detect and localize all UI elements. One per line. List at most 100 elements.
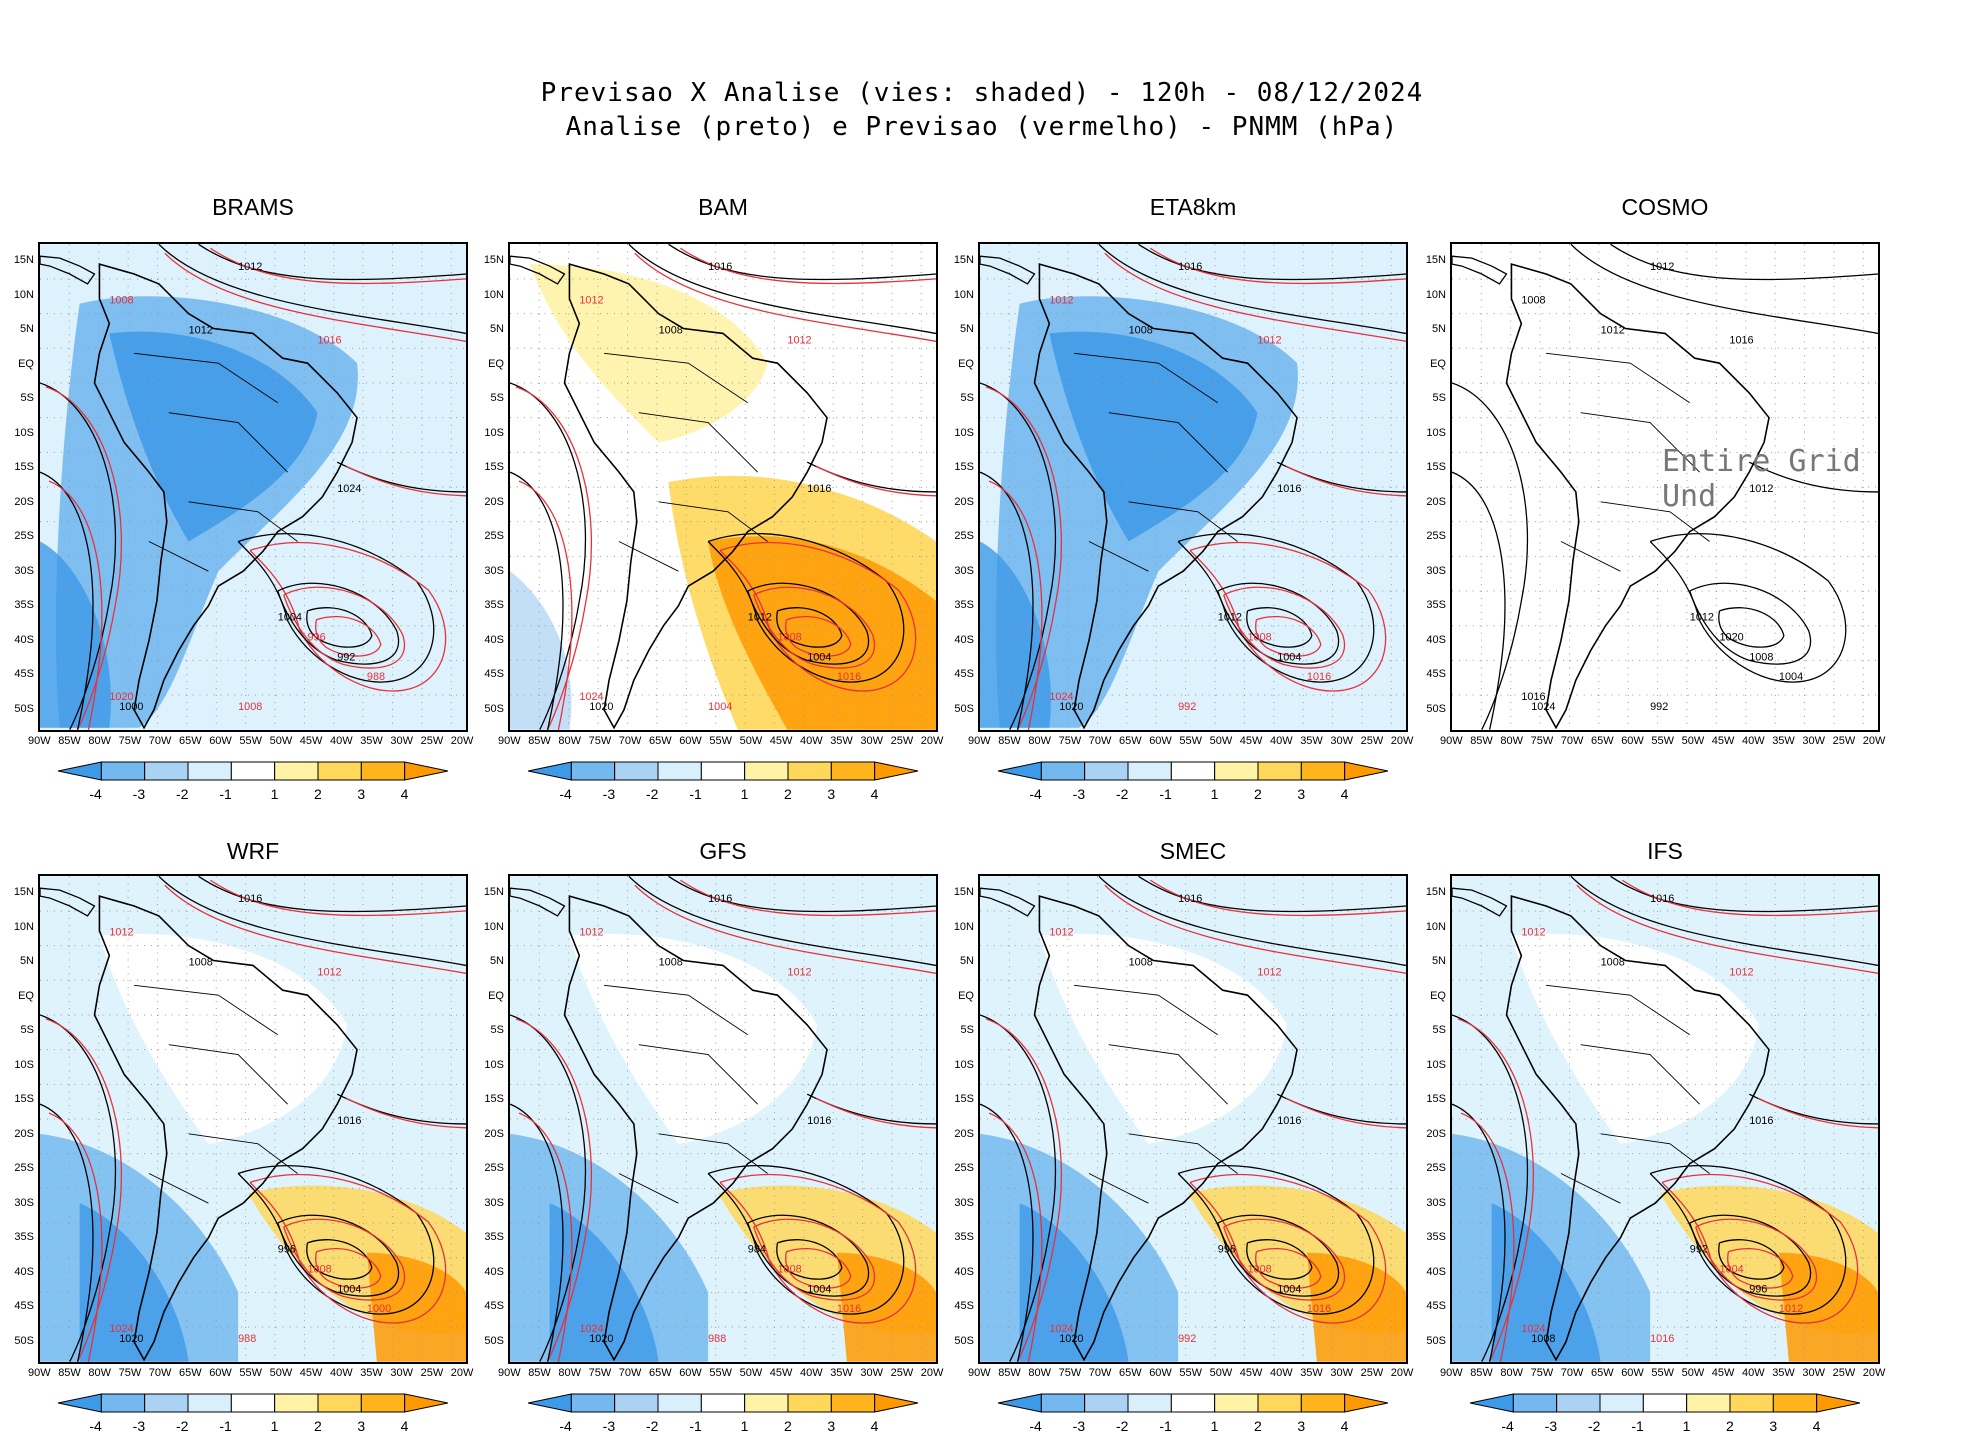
isobar-label: 1016 xyxy=(837,671,861,683)
country-border xyxy=(1108,1044,1228,1105)
country-border xyxy=(148,541,209,572)
map-panel-bam: 1016 1012 1008 1012 1016 1024 1020 1008 1004 1016… xyxy=(508,242,938,732)
latitude-label: 45S xyxy=(484,668,504,680)
longitude-label: 60W xyxy=(1621,735,1644,747)
longitude-label: 35W xyxy=(1300,735,1323,747)
longitude-label: 70W xyxy=(148,735,172,747)
bias-shading-area xyxy=(1511,933,1760,1144)
forecast-isobar xyxy=(515,1018,592,1362)
colorbar-tick-label: -2 xyxy=(1588,1418,1601,1434)
colorbar-tick-label: -2 xyxy=(1116,1418,1129,1434)
central-america-coastline xyxy=(40,255,96,285)
latitude-label: 10S xyxy=(14,426,34,439)
analysis-isobar xyxy=(40,471,94,730)
country-border xyxy=(638,412,758,473)
colorbar-tick-label: -4 xyxy=(89,1418,102,1434)
longitude-label: 70W xyxy=(1560,1367,1584,1379)
isobar-label: 1016 xyxy=(1178,893,1202,905)
isobar-label: 1008 xyxy=(307,1264,331,1276)
longitude-label: 60W xyxy=(1149,735,1172,747)
colorbar-tick-label: -1 xyxy=(689,1418,702,1434)
latitude-label: 35S xyxy=(954,599,974,611)
country-border xyxy=(1600,501,1710,542)
map-panel-wrf: 1016 1012 1008 1012 1016 1024 1020 1008 1004 1000… xyxy=(38,874,468,1364)
latitude-label: EQ xyxy=(18,357,34,370)
latitude-label: 15N xyxy=(13,886,34,898)
country-border xyxy=(168,1044,288,1105)
forecast-isobar xyxy=(634,252,936,342)
latitude-label: 10N xyxy=(13,920,34,933)
colorbar-tick-label: 2 xyxy=(314,1418,322,1434)
latitude-label: 40S xyxy=(1426,633,1446,646)
latitude-label: 10S xyxy=(1426,426,1446,439)
longitude-label: 50W xyxy=(1681,1367,1705,1379)
colorbar-tick-label: 1 xyxy=(1682,1418,1691,1434)
longitude-label: 35W xyxy=(1772,735,1795,747)
colorbar-tick-label: -4 xyxy=(559,1418,572,1434)
isobar-label: 1020 xyxy=(1059,701,1083,713)
forecast-isobar xyxy=(1695,1218,1817,1301)
latitude-label: 25S xyxy=(1426,1162,1446,1174)
forecast-isobar xyxy=(785,1247,852,1289)
panel-title-ifs: IFS xyxy=(1647,838,1683,864)
isobar-label: 1008 xyxy=(1247,632,1271,644)
forecast-isobar xyxy=(988,480,1043,730)
latitude-label: 45S xyxy=(954,1300,974,1312)
longitude-label: 20W xyxy=(1862,1367,1886,1379)
analysis-isobar xyxy=(158,876,466,967)
country-border xyxy=(188,1133,298,1174)
bias-shading-area xyxy=(980,541,1051,728)
latitude-label: 50S xyxy=(954,702,974,715)
latitude-label: 45S xyxy=(1426,668,1446,680)
central-america-coastline xyxy=(980,887,1036,917)
analysis-isobar xyxy=(1246,1239,1313,1280)
forecast-isobar xyxy=(1189,541,1387,692)
colorbar-tick-label: 3 xyxy=(357,786,366,802)
country-border xyxy=(1074,984,1219,1036)
colorbar-swatch xyxy=(787,1393,832,1413)
country-border xyxy=(604,984,749,1036)
longitude-label: 45W xyxy=(1711,735,1735,747)
colorbar-swatch xyxy=(1300,1393,1346,1413)
analysis-isobar xyxy=(628,244,936,335)
analysis-isobar xyxy=(1246,607,1313,648)
longitude-label: 90W xyxy=(28,735,51,747)
latitude-label: EQ xyxy=(958,989,974,1002)
longitude-label: 70W xyxy=(1088,1367,1112,1379)
latitude-label: 15S xyxy=(484,1093,504,1105)
isobar-label: 1008 xyxy=(238,701,262,713)
central-america-coastline xyxy=(1452,887,1508,917)
isobar-label: 1016 xyxy=(1277,1115,1301,1127)
panel-title-smec: SMEC xyxy=(1159,838,1227,864)
latitude-label: 15S xyxy=(954,1093,974,1105)
isobar-label: 1012 xyxy=(109,927,133,939)
colorbar-swatch xyxy=(614,761,659,781)
colorbar-swatch xyxy=(1344,1393,1389,1413)
latitude-label: 40S xyxy=(14,1265,34,1278)
isobar-label: 1012 xyxy=(787,334,811,346)
colorbar-swatch xyxy=(1816,1393,1861,1413)
isobar-label: 1000 xyxy=(367,1303,391,1315)
longitude-label: 80W xyxy=(88,1367,112,1379)
latitude-label: 40S xyxy=(954,633,974,646)
latitude-label: EQ xyxy=(1430,989,1446,1002)
colorbar-tick-label: -2 xyxy=(1116,786,1129,802)
forecast-isobar xyxy=(283,1218,405,1301)
analysis-isobar xyxy=(747,582,870,665)
latitude-label: 10N xyxy=(953,288,974,301)
isobar-label: 1012 xyxy=(787,966,811,978)
forecast-isobar xyxy=(634,884,936,974)
colorbar-tick-label: 4 xyxy=(1812,1418,1821,1434)
colorbar-tick-label: -1 xyxy=(689,786,702,802)
longitude-label: 45W xyxy=(1239,735,1263,747)
forecast-isobar xyxy=(785,615,852,657)
colorbar-swatch xyxy=(1300,761,1346,781)
isobar-label: 1024 xyxy=(579,691,603,703)
colorbar-tick-label: 4 xyxy=(400,1418,409,1434)
analysis-isobar xyxy=(1718,607,1785,648)
latitude-label: 10S xyxy=(484,426,504,439)
colorbar: -4 -3 -2 -1 1 2 3 4 xyxy=(1469,1392,1861,1440)
longitude-label: 25W xyxy=(890,735,914,747)
longitude-label: 90W xyxy=(498,1367,521,1379)
